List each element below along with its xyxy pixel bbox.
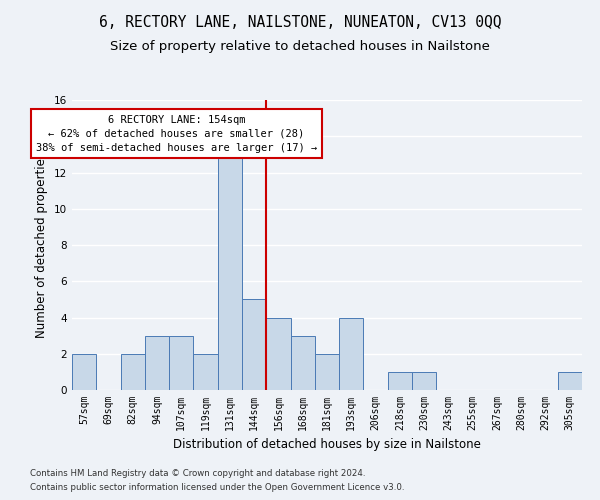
X-axis label: Distribution of detached houses by size in Nailstone: Distribution of detached houses by size … xyxy=(173,438,481,452)
Bar xyxy=(290,336,315,390)
Bar xyxy=(121,354,145,390)
Text: Contains HM Land Registry data © Crown copyright and database right 2024.: Contains HM Land Registry data © Crown c… xyxy=(30,468,365,477)
Bar xyxy=(145,336,169,390)
Bar xyxy=(266,318,290,390)
Text: Size of property relative to detached houses in Nailstone: Size of property relative to detached ho… xyxy=(110,40,490,53)
Bar xyxy=(193,354,218,390)
Bar xyxy=(169,336,193,390)
Bar xyxy=(72,354,96,390)
Bar xyxy=(412,372,436,390)
Y-axis label: Number of detached properties: Number of detached properties xyxy=(35,152,49,338)
Text: Contains public sector information licensed under the Open Government Licence v3: Contains public sector information licen… xyxy=(30,484,404,492)
Text: 6 RECTORY LANE: 154sqm
← 62% of detached houses are smaller (28)
38% of semi-det: 6 RECTORY LANE: 154sqm ← 62% of detached… xyxy=(36,114,317,152)
Bar xyxy=(242,300,266,390)
Bar xyxy=(339,318,364,390)
Bar xyxy=(218,154,242,390)
Text: 6, RECTORY LANE, NAILSTONE, NUNEATON, CV13 0QQ: 6, RECTORY LANE, NAILSTONE, NUNEATON, CV… xyxy=(99,15,501,30)
Bar xyxy=(388,372,412,390)
Bar xyxy=(558,372,582,390)
Bar xyxy=(315,354,339,390)
